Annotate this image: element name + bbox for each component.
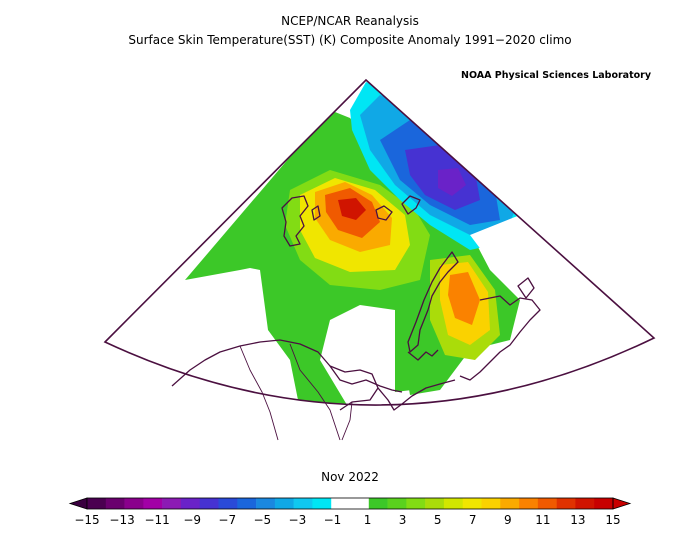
colorbar-swatch <box>368 498 388 509</box>
colorbar-swatch <box>162 498 182 509</box>
colorbar-swatch <box>481 498 501 509</box>
colorbar-swatch <box>387 498 407 509</box>
colorbar-tick-label: 13 <box>570 513 585 527</box>
svalbard-coast <box>281 195 309 247</box>
kola-peninsula-coast <box>329 365 379 411</box>
chart-subtitle: Surface Skin Temperature(SST) (K) Compos… <box>128 33 572 47</box>
anomaly-purple-core <box>438 168 466 196</box>
colorbar-tick-label: −5 <box>253 513 271 527</box>
yamal-coast <box>517 277 535 299</box>
white-sea-coast <box>377 379 456 411</box>
vaygach-coast <box>407 349 439 361</box>
colorbar-swatch <box>256 498 276 509</box>
anomaly-orange-east <box>448 272 480 325</box>
colorbar-swatch <box>331 498 351 509</box>
svalbard-east-island <box>311 205 321 221</box>
colorbar-tick-label: −1 <box>324 513 342 527</box>
finland-border <box>289 343 341 441</box>
colorbar-outline <box>86 497 614 510</box>
colorbar: −15 −13 −11 −9 −7 −5 −3 −1 1 3 5 7 9 11 13 15 <box>68 497 632 527</box>
map-frame <box>103 78 656 406</box>
siberia-coast <box>459 295 541 381</box>
date-label: Nov 2022 <box>321 470 379 484</box>
colorbar-swatch <box>406 498 426 509</box>
scandinavia-coast <box>171 339 403 393</box>
colorbar-tick-label: 7 <box>469 513 477 527</box>
colorbar-swatch <box>293 498 313 509</box>
colorbar-tick-label: 3 <box>399 513 407 527</box>
colorbar-swatch <box>105 498 125 509</box>
colorbar-swatch <box>350 498 370 509</box>
colorbar-tick-label: 9 <box>504 513 512 527</box>
colorbar-swatch <box>274 498 294 509</box>
colorbar-tick-label: 5 <box>434 513 442 527</box>
coastlines <box>171 195 541 441</box>
anomaly-red-core <box>338 198 366 220</box>
franz-josef-land <box>375 205 393 221</box>
colorbar-tick-label: −7 <box>218 513 236 527</box>
colorbar-tick-label: 11 <box>535 513 550 527</box>
colorbar-tick-label: −9 <box>183 513 201 527</box>
colorbar-swatch <box>143 498 163 509</box>
colorbar-swatch <box>519 498 539 509</box>
colorbar-swatch <box>594 498 614 509</box>
novaya-zemlya-coast <box>407 251 459 353</box>
colorbar-swatch <box>180 498 201 509</box>
colorbar-tick-label: −13 <box>109 513 134 527</box>
colorbar-swatch <box>462 498 482 509</box>
colorbar-swatch <box>199 498 219 509</box>
russia-border <box>341 401 353 441</box>
colorbar-swatch <box>443 498 464 509</box>
colorbar-swatch <box>575 498 595 509</box>
scandinavia-interior-border <box>239 345 279 441</box>
colorbar-swatch <box>537 498 557 509</box>
colorbar-swatch <box>237 498 257 509</box>
colorbar-arrow-below <box>68 497 88 510</box>
colorbar-tick-label: −3 <box>289 513 307 527</box>
colorbar-arrow-above <box>612 497 632 510</box>
colorbar-tick-label: −15 <box>74 513 99 527</box>
colorbar-swatch <box>556 498 576 509</box>
colorbar-swatch <box>87 498 107 509</box>
colorbar-swatch <box>500 498 520 509</box>
colorbar-swatch <box>425 498 445 509</box>
colorbar-swatch <box>218 498 238 509</box>
colorbar-tick-label: 15 <box>605 513 620 527</box>
colorbar-swatch <box>124 498 144 509</box>
anomaly-field <box>185 82 560 406</box>
colorbar-tick-label: 1 <box>364 513 372 527</box>
colorbar-tick-label: −11 <box>144 513 169 527</box>
credit-label: NOAA Physical Sciences Laboratory <box>461 70 652 81</box>
chart-title: NCEP/NCAR Reanalysis <box>281 14 419 28</box>
anomaly-green-patch <box>395 300 412 392</box>
severnaya-islands <box>401 195 421 215</box>
colorbar-swatch <box>312 498 332 509</box>
